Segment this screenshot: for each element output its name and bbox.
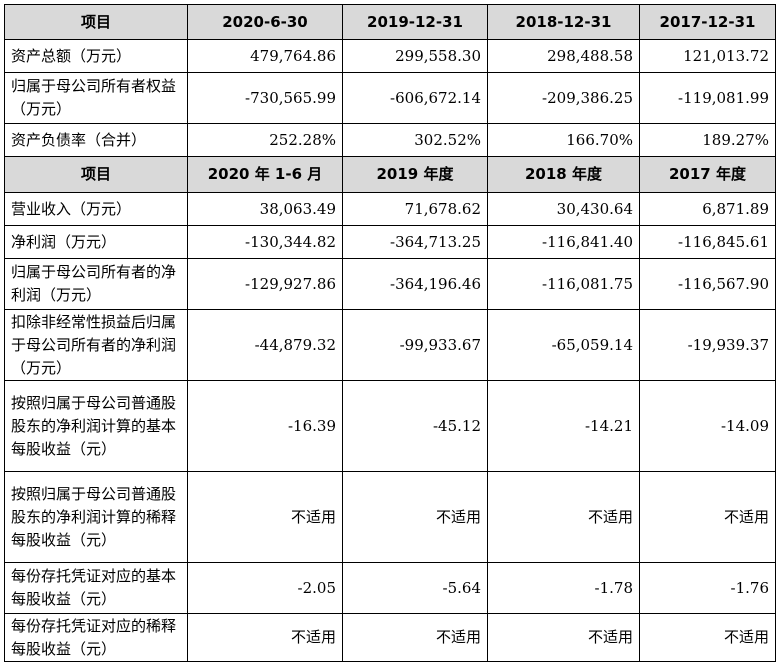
table-row: 资产负债率（合并） 252.28% 302.52% 166.70% 189.27…	[4, 123, 776, 157]
row-label: 资产负债率（合并）	[4, 123, 188, 157]
value-cell: -16.39	[187, 380, 343, 472]
financial-summary-table: 项目 2020-6-30 2019-12-31 2018-12-31 2017-…	[4, 4, 776, 662]
value-cell: -1.76	[639, 562, 776, 614]
table-row: 资产总额（万元） 479,764.86 299,558.30 298,488.5…	[4, 39, 776, 73]
value-cell: -44,879.32	[187, 309, 343, 381]
value-cell: 不适用	[342, 613, 488, 662]
header-cell-2017: 2017 年度	[639, 156, 776, 193]
value-cell: 不适用	[639, 613, 776, 662]
table-row: 归属于母公司所有者的净利润（万元） -129,927.86 -364,196.4…	[4, 258, 776, 310]
row-label: 每份存托凭证对应的基本每股收益（元）	[4, 562, 188, 614]
row-label: 按照归属于母公司普通股股东的净利润计算的基本每股收益（元）	[4, 380, 188, 472]
header-cell-2017-12-31: 2017-12-31	[639, 4, 776, 40]
value-cell: 71,678.62	[342, 192, 488, 226]
value-cell: -116,081.75	[487, 258, 640, 310]
row-label: 归属于母公司所有者权益（万元）	[4, 72, 188, 124]
table-header-row-income: 项目 2020 年 1-6 月 2019 年度 2018 年度 2017 年度	[4, 156, 776, 193]
value-cell: -209,386.25	[487, 72, 640, 124]
header-cell-2019-12-31: 2019-12-31	[342, 4, 488, 40]
header-cell-2018-12-31: 2018-12-31	[487, 4, 640, 40]
value-cell: -5.64	[342, 562, 488, 614]
value-cell: -116,841.40	[487, 225, 640, 259]
header-cell-2019: 2019 年度	[342, 156, 488, 193]
value-cell: -364,196.46	[342, 258, 488, 310]
value-cell: -99,933.67	[342, 309, 488, 381]
value-cell: 不适用	[187, 613, 343, 662]
value-cell: 30,430.64	[487, 192, 640, 226]
header-cell-2020-h1: 2020 年 1-6 月	[187, 156, 343, 193]
value-cell: -119,081.99	[639, 72, 776, 124]
value-cell: 189.27%	[639, 123, 776, 157]
value-cell: -14.21	[487, 380, 640, 472]
value-cell: 不适用	[639, 471, 776, 563]
value-cell: -1.78	[487, 562, 640, 614]
value-cell: -130,344.82	[187, 225, 343, 259]
row-label: 每份存托凭证对应的稀释每股收益（元）	[4, 613, 188, 662]
row-label: 扣除非经常性损益后归属于母公司所有者的净利润（万元）	[4, 309, 188, 381]
row-label: 营业收入（万元）	[4, 192, 188, 226]
table-row: 每份存托凭证对应的稀释每股收益（元） 不适用 不适用 不适用 不适用	[4, 613, 776, 662]
table-header-row-balance: 项目 2020-6-30 2019-12-31 2018-12-31 2017-…	[4, 4, 776, 40]
value-cell: 不适用	[187, 471, 343, 563]
table-row: 按照归属于母公司普通股股东的净利润计算的稀释每股收益（元） 不适用 不适用 不适…	[4, 471, 776, 563]
value-cell: -129,927.86	[187, 258, 343, 310]
table-row: 每份存托凭证对应的基本每股收益（元） -2.05 -5.64 -1.78 -1.…	[4, 562, 776, 614]
value-cell: -45.12	[342, 380, 488, 472]
row-label: 归属于母公司所有者的净利润（万元）	[4, 258, 188, 310]
value-cell: 299,558.30	[342, 39, 488, 73]
value-cell: 166.70%	[487, 123, 640, 157]
table-row: 净利润（万元） -130,344.82 -364,713.25 -116,841…	[4, 225, 776, 259]
value-cell: -2.05	[187, 562, 343, 614]
value-cell: 302.52%	[342, 123, 488, 157]
value-cell: -116,845.61	[639, 225, 776, 259]
row-label: 净利润（万元）	[4, 225, 188, 259]
value-cell: -14.09	[639, 380, 776, 472]
row-label: 按照归属于母公司普通股股东的净利润计算的稀释每股收益（元）	[4, 471, 188, 563]
value-cell: 252.28%	[187, 123, 343, 157]
value-cell: -65,059.14	[487, 309, 640, 381]
table-row: 扣除非经常性损益后归属于母公司所有者的净利润（万元） -44,879.32 -9…	[4, 309, 776, 381]
header-cell-item: 项目	[4, 156, 188, 193]
value-cell: -606,672.14	[342, 72, 488, 124]
value-cell: 121,013.72	[639, 39, 776, 73]
value-cell: -116,567.90	[639, 258, 776, 310]
value-cell: 不适用	[487, 471, 640, 563]
value-cell: -364,713.25	[342, 225, 488, 259]
header-cell-item: 项目	[4, 4, 188, 40]
value-cell: 不适用	[342, 471, 488, 563]
header-cell-2018: 2018 年度	[487, 156, 640, 193]
table-row: 按照归属于母公司普通股股东的净利润计算的基本每股收益（元） -16.39 -45…	[4, 380, 776, 472]
header-cell-2020-6-30: 2020-6-30	[187, 4, 343, 40]
value-cell: 38,063.49	[187, 192, 343, 226]
value-cell: -19,939.37	[639, 309, 776, 381]
table-row: 归属于母公司所有者权益（万元） -730,565.99 -606,672.14 …	[4, 72, 776, 124]
row-label: 资产总额（万元）	[4, 39, 188, 73]
value-cell: 298,488.58	[487, 39, 640, 73]
value-cell: -730,565.99	[187, 72, 343, 124]
value-cell: 479,764.86	[187, 39, 343, 73]
table-row: 营业收入（万元） 38,063.49 71,678.62 30,430.64 6…	[4, 192, 776, 226]
value-cell: 不适用	[487, 613, 640, 662]
value-cell: 6,871.89	[639, 192, 776, 226]
